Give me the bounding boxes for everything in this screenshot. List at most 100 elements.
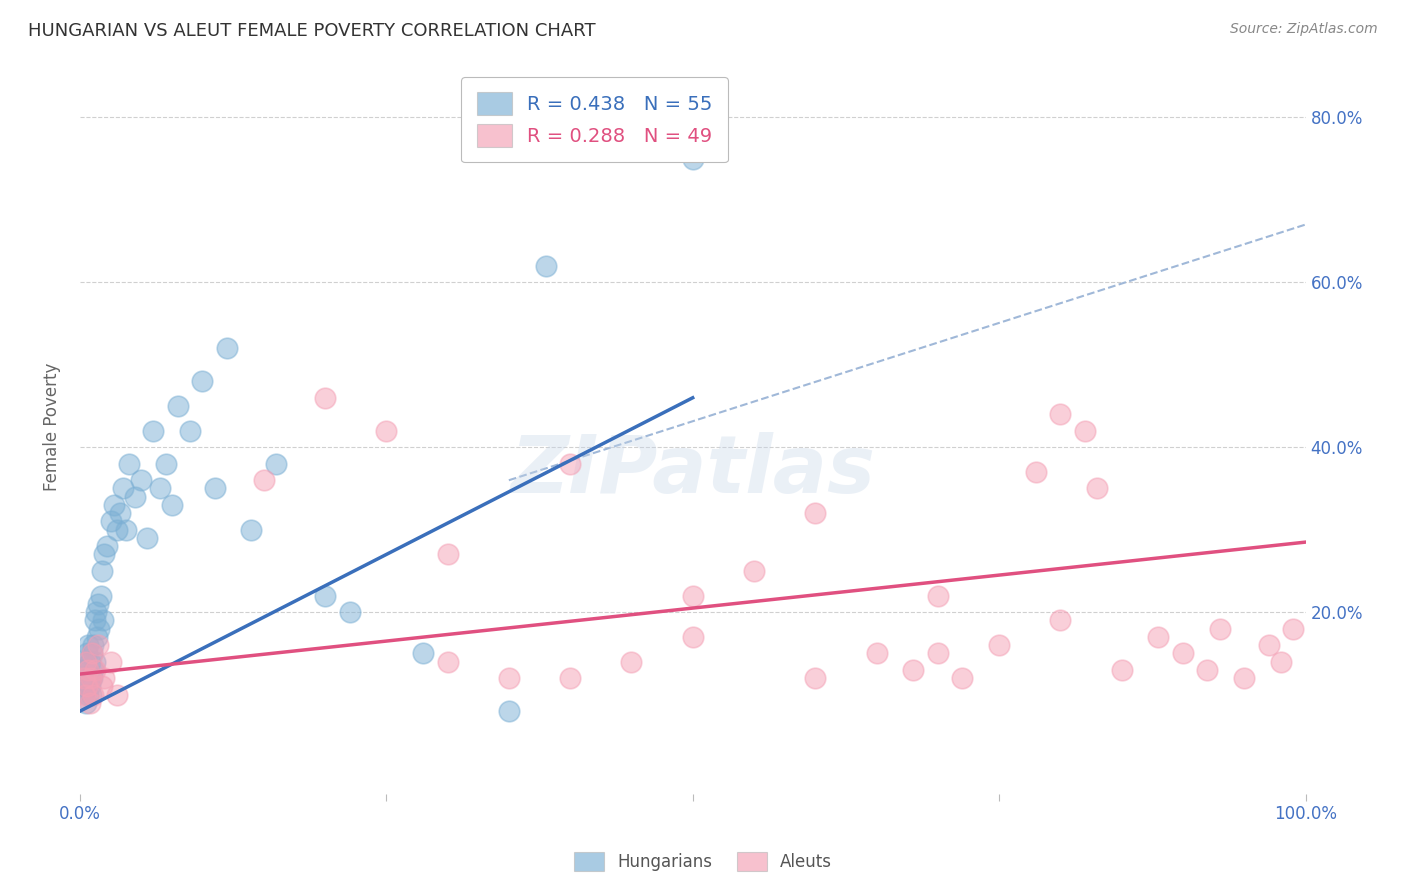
Point xyxy=(412,647,434,661)
Point xyxy=(100,655,122,669)
Point xyxy=(1282,622,1305,636)
Point xyxy=(80,671,103,685)
Point xyxy=(436,655,458,669)
Point xyxy=(903,663,925,677)
Point xyxy=(83,655,105,669)
Point xyxy=(100,515,122,529)
Point xyxy=(90,589,112,603)
Point xyxy=(76,680,98,694)
Point xyxy=(79,655,101,669)
Point xyxy=(77,663,100,677)
Point xyxy=(558,671,581,685)
Point xyxy=(988,638,1011,652)
Point xyxy=(927,647,949,661)
Point xyxy=(804,671,827,685)
Point xyxy=(110,506,132,520)
Point xyxy=(90,680,112,694)
Point xyxy=(436,548,458,562)
Point xyxy=(83,614,105,628)
Point xyxy=(1270,655,1292,669)
Point xyxy=(84,605,107,619)
Point xyxy=(80,671,103,685)
Point xyxy=(105,688,128,702)
Point xyxy=(83,663,105,677)
Point xyxy=(1111,663,1133,677)
Point xyxy=(155,457,177,471)
Point xyxy=(1171,647,1194,661)
Point xyxy=(82,663,104,677)
Point xyxy=(118,457,141,471)
Point xyxy=(82,688,104,702)
Point xyxy=(1025,465,1047,479)
Point xyxy=(72,671,94,685)
Point xyxy=(167,399,190,413)
Point xyxy=(96,539,118,553)
Point xyxy=(111,482,134,496)
Point xyxy=(204,482,226,496)
Point xyxy=(1049,614,1071,628)
Point xyxy=(90,564,112,578)
Point xyxy=(339,605,361,619)
Point xyxy=(142,424,165,438)
Point xyxy=(77,638,100,652)
Point xyxy=(179,424,201,438)
Text: Source: ZipAtlas.com: Source: ZipAtlas.com xyxy=(1230,22,1378,37)
Point xyxy=(79,680,101,694)
Point xyxy=(264,457,287,471)
Point xyxy=(72,663,94,677)
Point xyxy=(498,671,520,685)
Point xyxy=(950,671,973,685)
Point xyxy=(75,655,97,669)
Point xyxy=(1209,622,1232,636)
Point xyxy=(129,473,152,487)
Point xyxy=(682,630,704,644)
Legend: Hungarians, Aleuts: Hungarians, Aleuts xyxy=(565,843,841,880)
Point xyxy=(534,259,557,273)
Point xyxy=(77,663,100,677)
Point xyxy=(77,688,100,702)
Point xyxy=(93,548,115,562)
Point xyxy=(927,589,949,603)
Point xyxy=(314,589,336,603)
Text: HUNGARIAN VS ALEUT FEMALE POVERTY CORRELATION CHART: HUNGARIAN VS ALEUT FEMALE POVERTY CORREL… xyxy=(28,22,596,40)
Point xyxy=(1233,671,1256,685)
Text: ZIPatlas: ZIPatlas xyxy=(510,432,875,509)
Point xyxy=(191,374,214,388)
Point xyxy=(82,671,104,685)
Point xyxy=(215,341,238,355)
Point xyxy=(76,647,98,661)
Point xyxy=(804,506,827,520)
Point xyxy=(89,622,111,636)
Point xyxy=(742,564,765,578)
Point xyxy=(682,589,704,603)
Point xyxy=(124,490,146,504)
Point xyxy=(375,424,398,438)
Point xyxy=(498,704,520,718)
Legend: R = 0.438   N = 55, R = 0.288   N = 49: R = 0.438 N = 55, R = 0.288 N = 49 xyxy=(461,77,728,162)
Point xyxy=(136,531,159,545)
Point xyxy=(1049,407,1071,421)
Point xyxy=(73,688,96,702)
Point xyxy=(93,671,115,685)
Point xyxy=(1085,482,1108,496)
Point xyxy=(1257,638,1279,652)
Point xyxy=(87,638,110,652)
Point xyxy=(1147,630,1170,644)
Point xyxy=(148,482,170,496)
Point xyxy=(160,498,183,512)
Point xyxy=(240,523,263,537)
Point xyxy=(865,647,887,661)
Point xyxy=(1197,663,1219,677)
Point xyxy=(82,647,104,661)
Point xyxy=(75,696,97,710)
Point xyxy=(73,680,96,694)
Point xyxy=(91,614,114,628)
Point xyxy=(75,655,97,669)
Point xyxy=(103,498,125,512)
Point xyxy=(1074,424,1097,438)
Point xyxy=(82,647,104,661)
Point xyxy=(87,597,110,611)
Point xyxy=(79,696,101,710)
Point xyxy=(253,473,276,487)
Point xyxy=(682,152,704,166)
